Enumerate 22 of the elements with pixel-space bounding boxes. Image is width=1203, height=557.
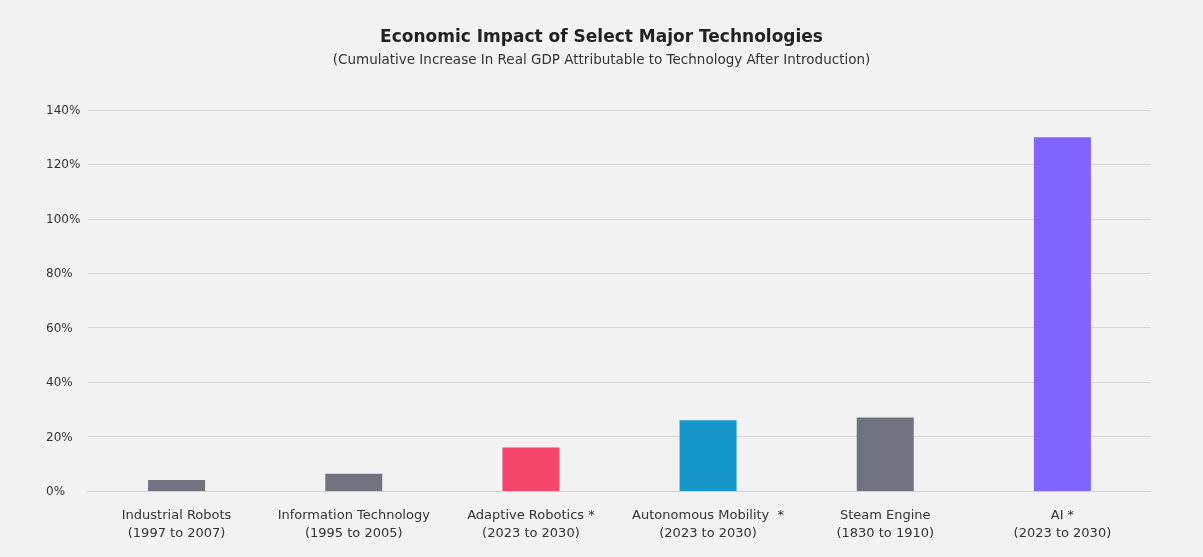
y-tick-label: 100% xyxy=(46,211,81,226)
y-tick-label: 20% xyxy=(46,429,73,444)
chart-subtitle: (Cumulative Increase In Real GDP Attributable to Technology After Introduction) xyxy=(332,51,871,67)
x-tick-label: Information Technology (1995 to 2005) xyxy=(277,506,431,540)
y-tick-label: 60% xyxy=(46,320,73,335)
y-tick-label: 140% xyxy=(46,103,81,117)
x-tick-label: Industrial Robots (1997 to 2007) xyxy=(121,506,232,540)
y-tick-label: 80% xyxy=(46,266,73,281)
bar xyxy=(325,473,383,491)
x-tick-label: Autonomous Mobility * (2023 to 2030) xyxy=(632,506,785,540)
x-tick-label: AI * (2023 to 2030) xyxy=(1013,506,1112,540)
y-tick-label: 0% xyxy=(46,484,66,498)
y-tick-label: 120% xyxy=(46,157,81,172)
bar xyxy=(679,420,737,491)
bar xyxy=(148,480,206,491)
chart-title: Economic Impact of Select Major Technologies xyxy=(380,25,823,46)
bar xyxy=(502,447,560,491)
bar xyxy=(856,417,914,491)
y-tick-label: 40% xyxy=(46,375,73,390)
x-tick-label: Steam Engine (1830 to 1910) xyxy=(836,506,935,540)
x-tick-label: Adaptive Robotics * (2023 to 2030) xyxy=(467,506,596,540)
bar xyxy=(1033,137,1091,491)
